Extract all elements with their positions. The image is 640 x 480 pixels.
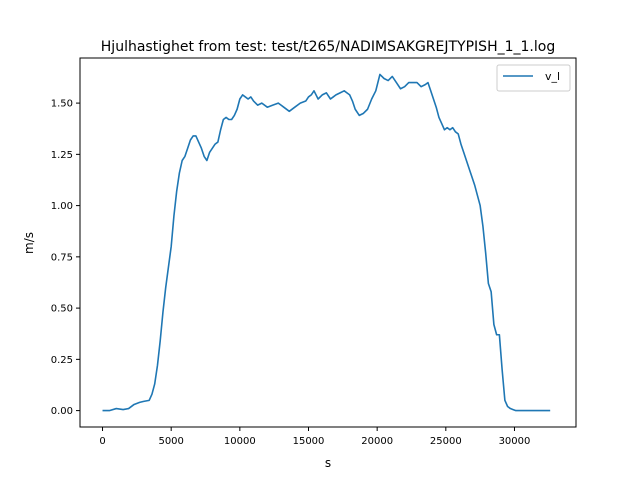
chart-title: Hjulhastighet from test: test/t265/NADIM… — [101, 39, 555, 55]
x-tick-label: 20000 — [361, 436, 393, 447]
x-tick-label: 15000 — [293, 436, 325, 447]
legend: v_l — [496, 64, 571, 92]
x-tick-label: 30000 — [499, 436, 531, 447]
x-axis-label: s — [325, 456, 331, 470]
x-axis: 0 5000 10000 15000 20000 25000 30000 — [99, 427, 530, 447]
x-tick-label: 5000 — [158, 436, 183, 447]
y-tick-label: 0.50 — [51, 304, 73, 315]
legend-label-v_l: v_l — [545, 70, 560, 83]
x-tick-label: 25000 — [430, 436, 462, 447]
x-tick-label: 10000 — [224, 436, 256, 447]
y-axis: 0.00 0.25 0.50 0.75 1.00 1.25 1.50 — [51, 99, 80, 417]
y-axis-label: m/s — [22, 232, 36, 254]
y-tick-label: 1.00 — [51, 201, 73, 212]
y-tick-label: 1.25 — [51, 150, 73, 161]
plot-frame — [79, 57, 577, 428]
plot-area — [102, 73, 551, 412]
y-tick-label: 0.25 — [51, 355, 73, 366]
x-tick-label: 0 — [99, 436, 105, 447]
series-line-v_l — [102, 73, 551, 412]
y-tick-label: 1.50 — [51, 99, 73, 110]
y-tick-label: 0.00 — [51, 406, 73, 417]
y-tick-label: 0.75 — [51, 252, 73, 263]
legend-box — [496, 64, 571, 92]
